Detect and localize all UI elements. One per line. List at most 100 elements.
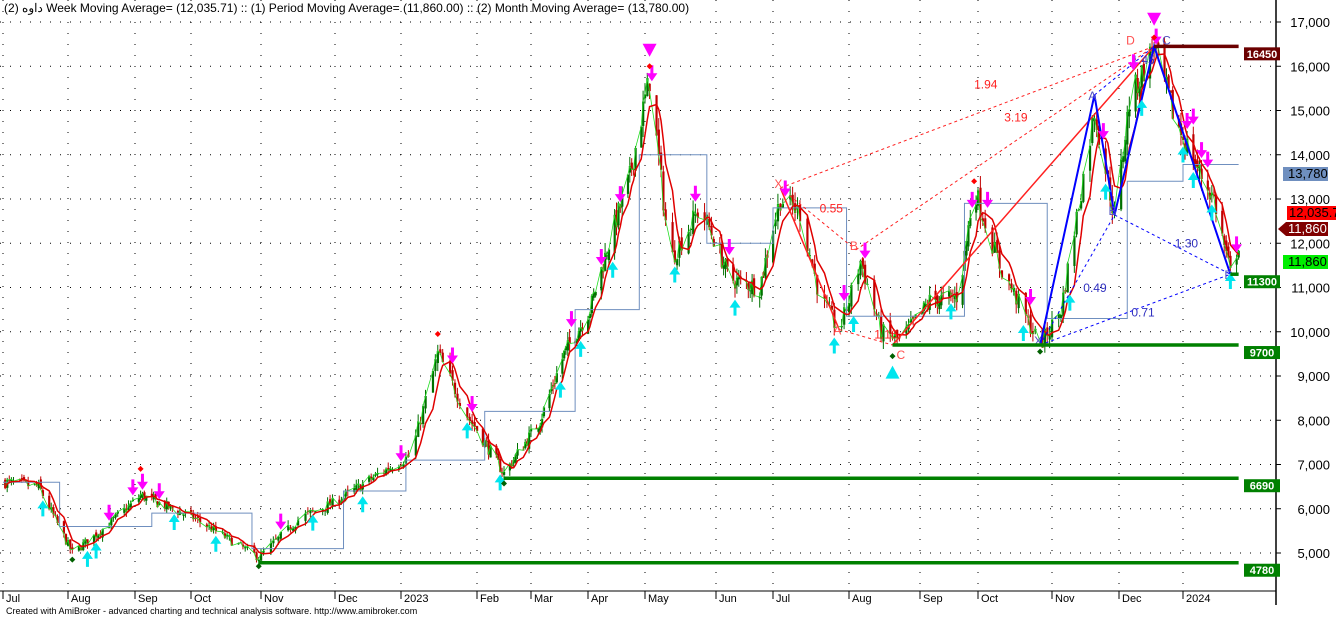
candle-body: [137, 497, 140, 502]
candle-body: [528, 432, 531, 449]
y-tick-label: 7,000: [1297, 458, 1330, 473]
candle-body: [48, 495, 51, 510]
candle-body: [489, 445, 492, 458]
y-tick-label: 6,000: [1297, 502, 1330, 517]
candle-body: [864, 264, 867, 284]
sell-arrow-icon: [779, 180, 791, 197]
candle-body: [368, 476, 371, 482]
candle-body: [1041, 329, 1044, 348]
candle-body: [69, 539, 72, 550]
candle-body: [764, 258, 767, 278]
axis-value-label-box: [1283, 167, 1328, 181]
candle-body: [152, 495, 155, 500]
candle-body: [165, 501, 168, 510]
candle-body: [1208, 192, 1211, 199]
symbol-name: داوه: [22, 1, 43, 15]
indicator-legend: (2) Week Moving Average= (12,035.71) :: …: [4, 1, 690, 15]
candle-body: [861, 258, 864, 269]
sell-arrow-icon: [646, 65, 658, 82]
pattern-point-label: A: [1088, 89, 1096, 103]
candle-body: [139, 494, 142, 498]
peak-diamond-icon: [646, 63, 653, 70]
candle-body: [772, 230, 775, 263]
sell-arrow-icon: [275, 513, 287, 530]
candle-body: [587, 319, 590, 334]
candle-body: [1046, 327, 1049, 337]
y-tick-label: 14,000: [1290, 148, 1330, 163]
big-buy-triangle-icon: [885, 365, 900, 379]
sell-arrow-icon: [1202, 151, 1214, 168]
candle-body: [965, 241, 968, 256]
buy-arrow-icon: [607, 261, 619, 278]
candle-body: [1082, 173, 1085, 202]
candle-body: [751, 280, 754, 295]
candle-body: [230, 537, 233, 546]
x-tick-label: Aug: [852, 593, 872, 605]
pattern-dashed-leg: [1114, 214, 1231, 275]
buy-arrow-icon: [168, 514, 180, 531]
candle-body: [735, 277, 739, 286]
candle-body: [190, 509, 193, 513]
candle-body: [97, 534, 100, 539]
candle-body: [158, 502, 161, 505]
sell-arrow-icon: [1231, 236, 1243, 253]
pattern-ratio-label: 0.71: [1131, 305, 1155, 319]
candle-body: [226, 534, 229, 537]
candle-body: [577, 330, 581, 341]
candle-body: [594, 291, 597, 296]
level-label-box: [1244, 563, 1280, 577]
candle-body: [626, 174, 630, 194]
sell-arrow-icon: [153, 483, 165, 500]
y-tick-label: 16,000: [1290, 59, 1330, 74]
candle-body: [607, 249, 611, 261]
candle-body: [798, 204, 802, 222]
candle-body: [891, 336, 894, 339]
y-tick-label: 11,000: [1291, 281, 1330, 296]
candle-body: [255, 552, 258, 561]
buy-arrow-icon: [1100, 183, 1112, 200]
candle-body: [692, 210, 695, 235]
sell-arrow-icon: [1187, 108, 1199, 125]
candle-body: [843, 307, 846, 325]
pattern-dashed-leg: [780, 187, 857, 251]
buy-arrow-icon: [1177, 146, 1189, 163]
x-tick-label: Oct: [194, 593, 211, 605]
buy-arrow-icon: [1206, 204, 1218, 221]
candle-body: [402, 464, 405, 468]
buy-arrow-icon: [828, 337, 840, 354]
footer-credit: Created with AmiBroker - advanced charti…: [6, 606, 418, 616]
pattern-point-label: B: [1109, 204, 1117, 218]
candle-body: [1000, 270, 1004, 278]
sell-arrow-icon: [565, 311, 577, 328]
candle-body: [909, 319, 913, 323]
candle-body: [1182, 137, 1185, 141]
candle-body: [588, 313, 592, 319]
candle-body: [671, 222, 674, 253]
axis-value-label-box: [1278, 222, 1328, 236]
candle-body: [953, 295, 956, 299]
x-tick-label: Jul: [776, 593, 790, 605]
candle-body: [875, 313, 878, 317]
candle-body: [52, 507, 55, 515]
candle-body: [830, 305, 834, 310]
candle-body: [163, 501, 167, 509]
close-line: [4, 45, 1240, 561]
sell-arrow-icon: [1097, 123, 1109, 140]
candle-body: [664, 209, 667, 221]
candle-body: [141, 493, 144, 498]
candle-body: [18, 479, 21, 481]
candle-body: [1075, 211, 1078, 235]
candle-body: [1057, 313, 1060, 319]
candle-body: [466, 407, 469, 418]
candle-body: [1062, 292, 1065, 317]
pattern-point-label: B: [850, 239, 858, 253]
candle-body: [1206, 180, 1209, 191]
candle-body: [1097, 125, 1101, 145]
candle-body: [279, 532, 282, 539]
candle-body: [304, 513, 307, 521]
candle-body: [535, 427, 538, 429]
sell-arrow-icon: [136, 473, 148, 490]
candle-body: [1091, 117, 1094, 144]
candle-body: [712, 238, 715, 247]
